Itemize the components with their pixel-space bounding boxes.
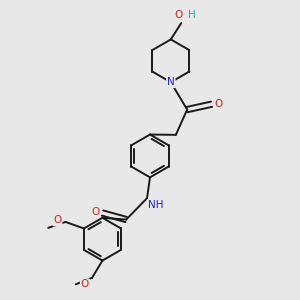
Text: N: N [167, 77, 175, 87]
Text: NH: NH [148, 200, 163, 210]
Text: O: O [175, 10, 183, 20]
Text: O: O [53, 215, 62, 225]
Text: O: O [81, 279, 89, 289]
Text: O: O [92, 206, 100, 217]
Text: H: H [188, 10, 196, 20]
Text: O: O [214, 99, 223, 109]
